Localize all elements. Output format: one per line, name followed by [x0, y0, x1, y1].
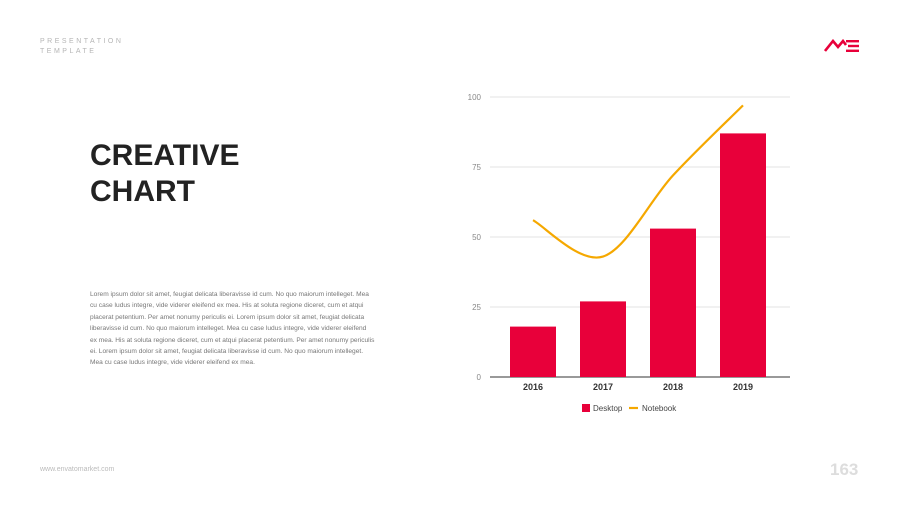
y-tick-label: 25: [472, 303, 481, 312]
title-line-1: CREATIVE: [90, 139, 240, 172]
legend-desktop-swatch: [582, 404, 590, 412]
page-title: CREATIVE CHART: [90, 138, 340, 210]
bar-desktop-2019: [720, 133, 766, 377]
page-number: 163: [830, 460, 859, 479]
y-tick-label: 0: [477, 373, 482, 382]
bar-desktop-2016: [510, 326, 556, 377]
template-tag: PRESENTATION TEMPLATE: [40, 37, 160, 57]
tag-line-2: TEMPLATE: [40, 48, 97, 55]
y-tick-label: 75: [472, 163, 481, 172]
bar-desktop-2017: [580, 301, 626, 377]
bar-desktop-2018: [650, 228, 696, 377]
legend-notebook-label: Notebook: [642, 404, 677, 413]
x-tick-label: 2017: [593, 382, 613, 392]
footer-website: www.envatomarket.com: [40, 466, 115, 473]
y-tick-label: 100: [468, 93, 482, 102]
y-tick-label: 50: [472, 233, 481, 242]
line-notebook: [532, 104, 744, 259]
x-tick-label: 2019: [733, 382, 753, 392]
x-tick-label: 2016: [523, 382, 543, 392]
title-line-2: CHART: [90, 175, 195, 208]
brand-logo: [824, 39, 859, 52]
x-tick-label: 2018: [663, 382, 683, 392]
tag-line-1: PRESENTATION: [40, 38, 124, 45]
body-text: Lorem ipsum dolor sit amet, feugiat deli…: [90, 291, 375, 367]
legend-desktop-label: Desktop: [593, 404, 623, 413]
